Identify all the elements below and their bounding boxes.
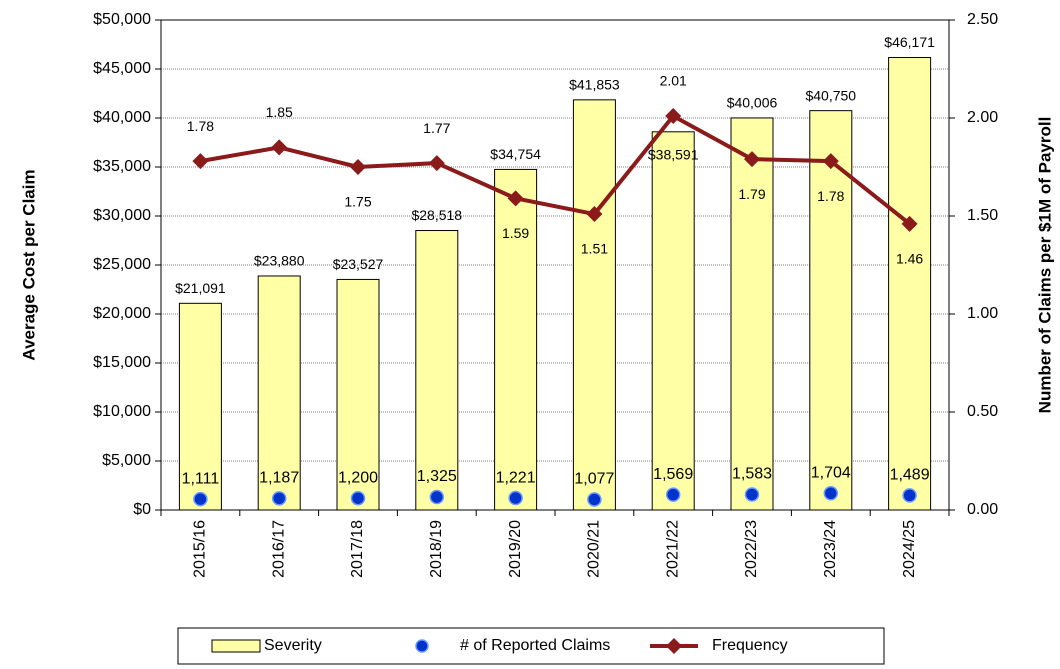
bar-value-label: $23,527 (333, 256, 384, 272)
claims-point (429, 489, 445, 505)
x-tick-label: 2017/18 (349, 520, 366, 578)
point-value-label: 1,111 (182, 470, 220, 487)
line-value-label: 1.51 (581, 241, 608, 257)
x-tick-label: 2023/24 (822, 520, 839, 578)
y-tick-label: $35,000 (93, 158, 151, 175)
claims-point (665, 487, 681, 502)
claims-point (823, 486, 839, 501)
y-tick-label: $45,000 (93, 60, 151, 77)
y-tick-label: $40,000 (93, 109, 151, 126)
point-value-label: 1,077 (574, 471, 614, 488)
legend-swatch (415, 639, 429, 653)
x-tick-label: 2024/25 (901, 520, 918, 578)
bar (257, 275, 301, 511)
y-tick-label: $30,000 (93, 207, 151, 224)
line-value-label: 1.75 (344, 194, 371, 210)
y2-axis-title: Number of Claims per $1M of Payroll (1035, 117, 1054, 414)
legend-swatch (666, 638, 682, 654)
y-tick-label: $50,000 (93, 11, 151, 28)
x-tick-label: 2015/16 (192, 520, 209, 578)
point-value-label: 1,221 (496, 469, 536, 486)
y-tick-label: $20,000 (93, 305, 151, 322)
frequency-marker (271, 139, 288, 156)
legend-label: Severity (264, 637, 322, 654)
bar-value-label: $34,754 (490, 146, 541, 162)
bar (572, 99, 616, 511)
y2-tick-label: 2.50 (967, 11, 998, 28)
bar-value-label: $40,006 (727, 95, 778, 111)
legend-swatch (211, 639, 261, 653)
y-tick-label: $15,000 (93, 354, 151, 371)
bar (178, 302, 222, 511)
bar (494, 168, 538, 511)
y2-tick-label: 0.00 (967, 501, 998, 518)
point-value-label: 1,325 (417, 468, 457, 485)
frequency-line (200, 113, 911, 226)
point-value-label: 1,583 (732, 466, 772, 483)
bar (651, 131, 695, 511)
frequency-marker (586, 206, 603, 223)
bar-value-label: $40,750 (805, 87, 856, 103)
frequency-marker (665, 108, 682, 125)
claims-point (902, 488, 917, 503)
bar-value-label: $21,091 (175, 280, 226, 296)
line-value-label: 1.46 (896, 251, 923, 267)
claims-point (508, 490, 523, 506)
frequency-marker (428, 155, 445, 172)
bar (336, 278, 380, 511)
frequency-marker (822, 153, 839, 170)
x-tick-label: 2016/17 (270, 520, 287, 578)
x-tick-label: 2021/22 (664, 520, 681, 578)
line-value-label: 1.79 (738, 186, 765, 202)
frequency-marker (744, 151, 760, 168)
point-value-label: 1,569 (653, 466, 693, 483)
line-value-label: 1.77 (423, 120, 450, 136)
y2-tick-label: 1.50 (967, 207, 998, 224)
bar-value-label: $38,591 (648, 147, 699, 163)
y-tick-label: $25,000 (93, 256, 151, 273)
x-tick-label: 2019/20 (507, 520, 524, 578)
plot-border (160, 19, 950, 511)
claims-point (350, 490, 366, 506)
frequency-marker (350, 159, 366, 175)
y-tick-label: $5,000 (102, 452, 151, 469)
bar-value-label: $46,171 (884, 34, 935, 50)
y2-tick-label: 2.00 (967, 109, 998, 126)
point-value-label: 1,187 (259, 470, 299, 487)
line-value-label: 1.59 (502, 225, 529, 241)
x-tick-label: 2018/19 (428, 520, 445, 578)
y2-tick-label: 1.00 (967, 305, 998, 322)
bar (730, 117, 774, 511)
line-value-label: 1.78 (187, 118, 214, 134)
x-tick-label: 2020/21 (586, 520, 603, 578)
bar-value-label: $23,880 (254, 253, 305, 269)
bar (888, 57, 932, 511)
frequency-marker (507, 190, 524, 207)
frequency-marker (901, 215, 918, 232)
claims-point (193, 491, 208, 507)
frequency-marker (192, 153, 209, 170)
y-tick-label: $0 (133, 501, 151, 518)
bar (415, 230, 459, 511)
legend-label: Frequency (712, 637, 788, 654)
point-value-label: 1,200 (338, 469, 378, 486)
y-tick-label: $10,000 (93, 403, 151, 420)
legend-box (177, 627, 885, 665)
bar-value-label: $28,518 (411, 207, 462, 223)
claims-point (587, 492, 602, 507)
claims-point (744, 487, 760, 502)
line-value-label: 1.85 (266, 104, 293, 120)
claims-point (271, 491, 287, 506)
bar (809, 110, 853, 511)
y2-tick-label: 0.50 (967, 403, 998, 420)
line-value-label: 2.01 (660, 73, 687, 89)
line-value-label: 1.78 (817, 188, 844, 204)
bar-value-label: $41,853 (569, 77, 620, 93)
legend-label: # of Reported Claims (460, 637, 610, 654)
x-tick-label: 2022/23 (743, 520, 760, 578)
point-value-label: 1,704 (811, 465, 851, 482)
y-axis-title: Average Cost per Claim (19, 169, 38, 360)
point-value-label: 1,489 (890, 467, 930, 484)
